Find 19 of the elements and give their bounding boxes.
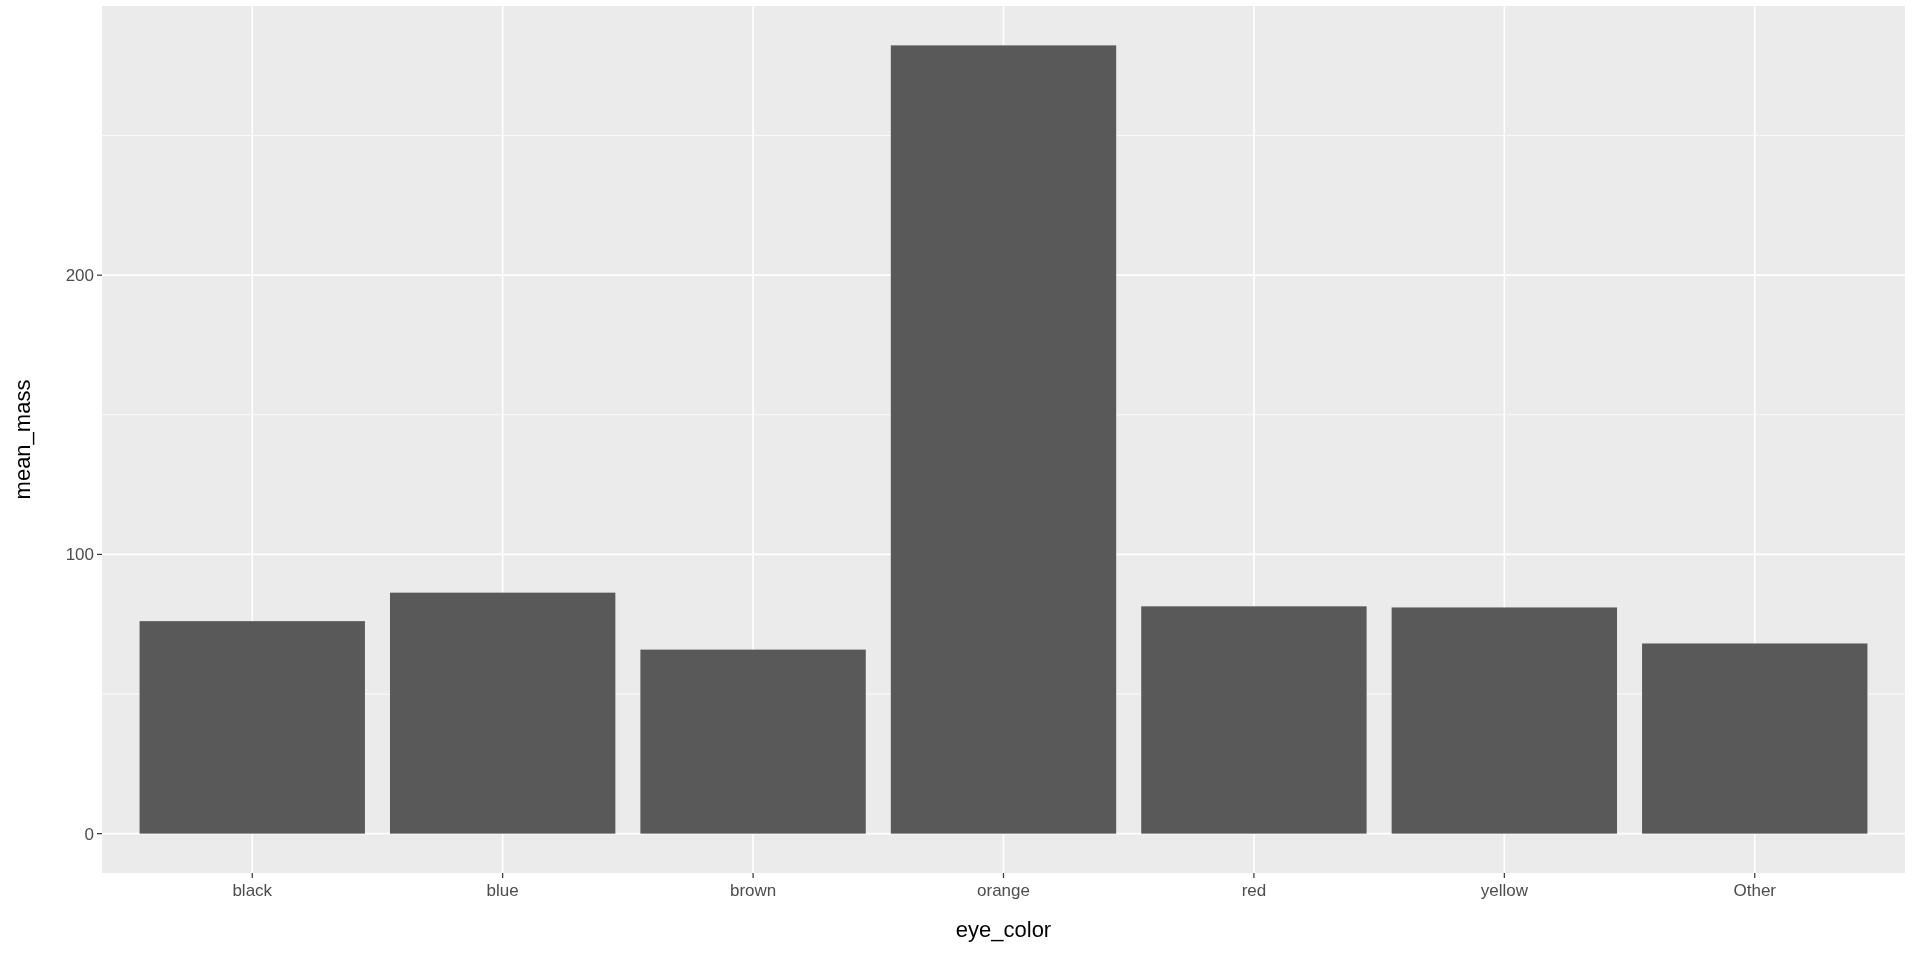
bar: [1141, 606, 1367, 834]
x-tick-label: orange: [977, 881, 1030, 900]
bar: [640, 649, 866, 834]
y-tick-label: 0: [84, 824, 94, 844]
x-tick-label: red: [1241, 881, 1267, 900]
x-tick-label: black: [232, 881, 273, 900]
bar: [1391, 607, 1618, 834]
x-axis-title: eye_color: [955, 917, 1052, 942]
y-tick-label: 200: [65, 266, 94, 286]
bar: [1642, 643, 1868, 834]
x-tick-label: brown: [729, 881, 777, 900]
x-tick-label: yellow: [1480, 881, 1529, 900]
x-tick-label: blue: [486, 881, 519, 900]
bar: [890, 45, 1117, 834]
y-axis-title: mean_mass: [10, 379, 35, 500]
x-tick-label: Other: [1733, 881, 1777, 900]
y-tick-label: 100: [65, 545, 94, 565]
bar: [139, 621, 365, 834]
bar: [389, 592, 616, 834]
